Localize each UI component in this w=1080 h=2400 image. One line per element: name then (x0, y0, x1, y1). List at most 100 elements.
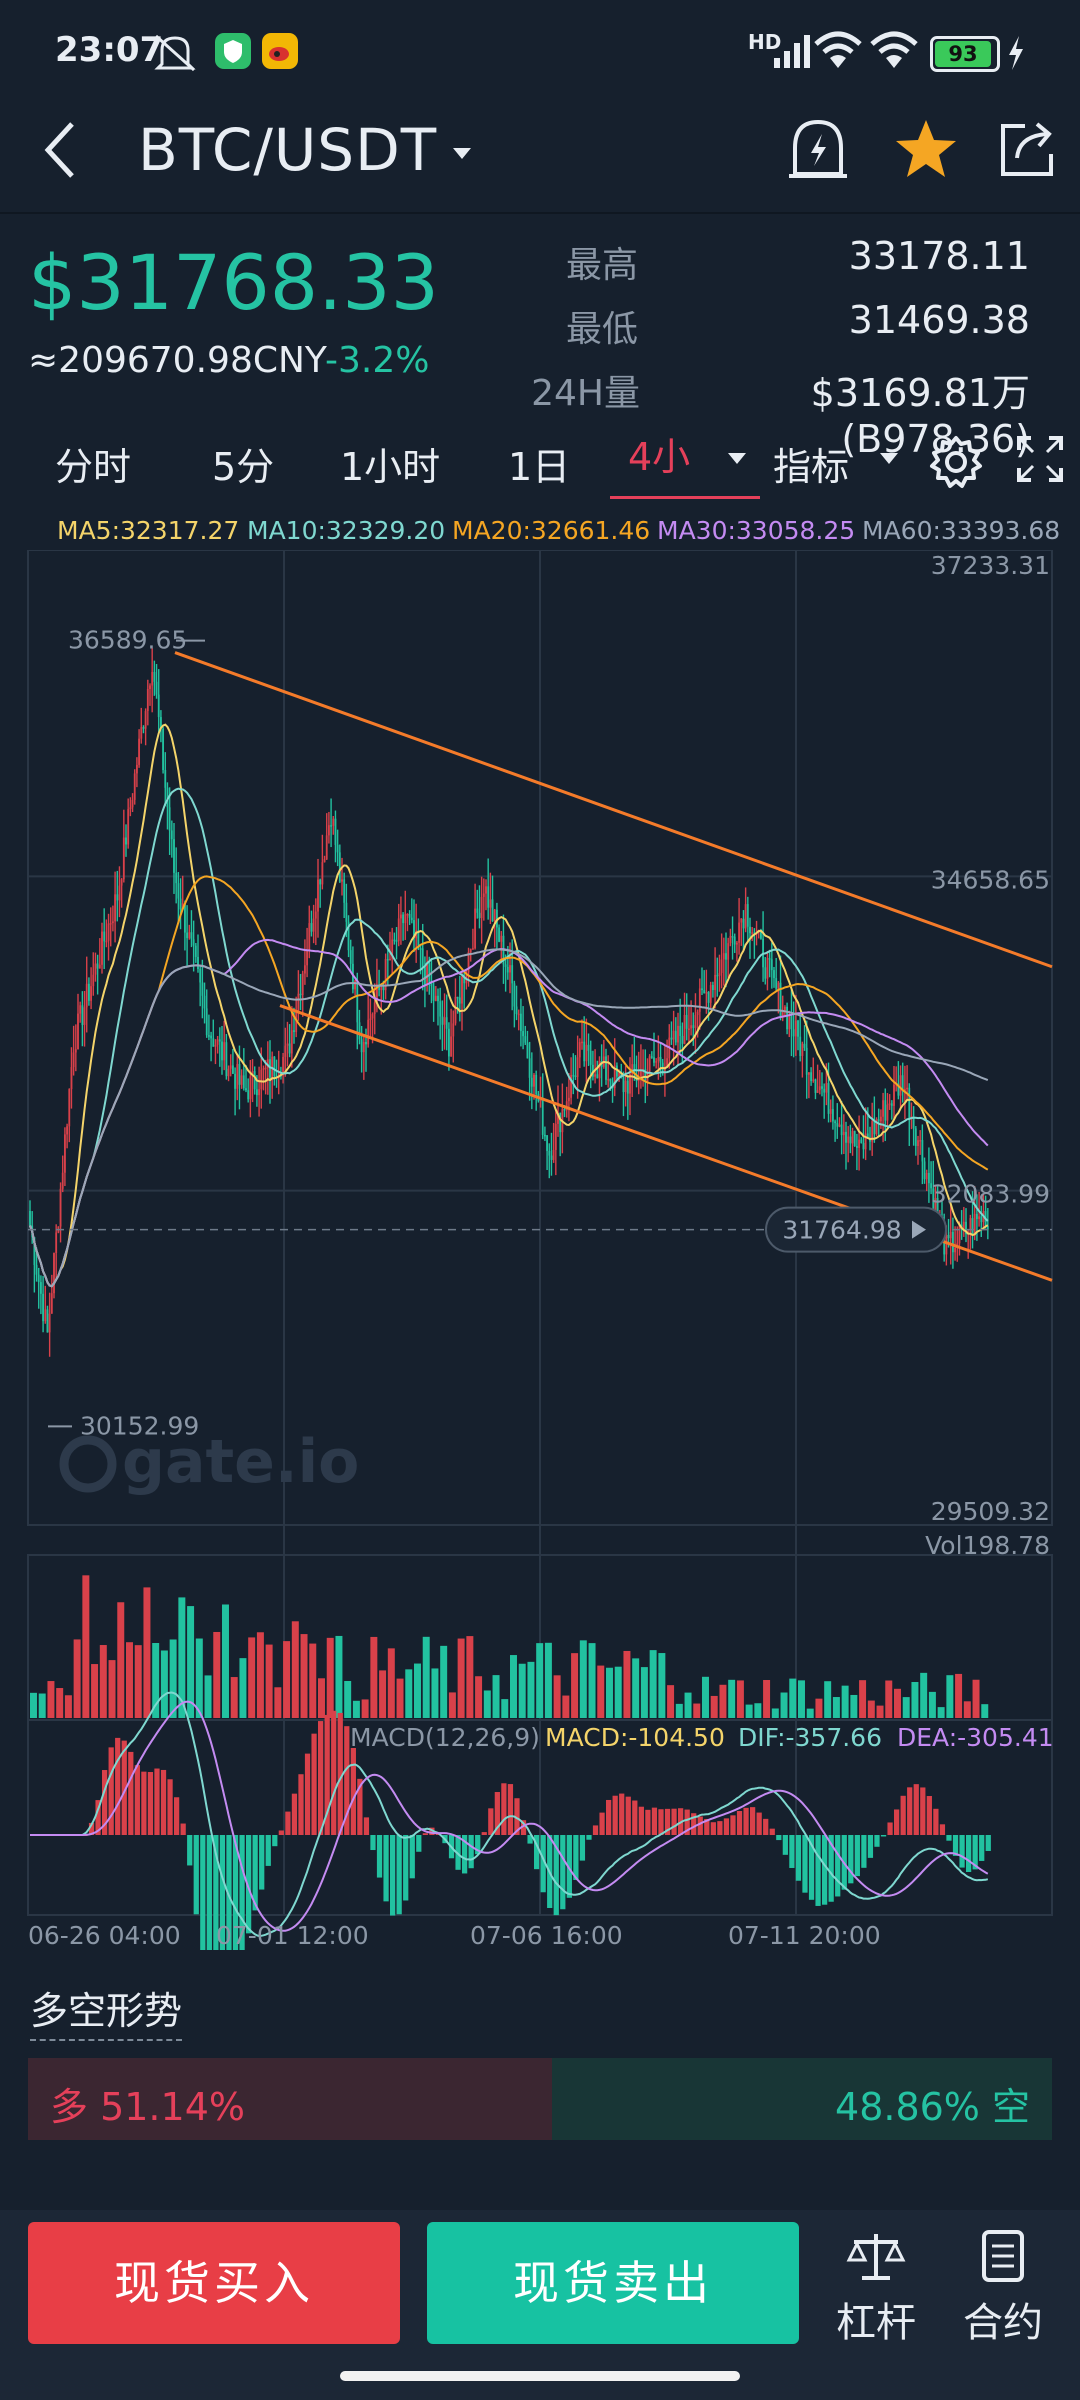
macd-histogram-bar (566, 1835, 572, 1898)
kline-chart[interactable]: gate.io 37233.31 34658.65 32083.99 29509.32… (0, 550, 1080, 1950)
candle-body (458, 997, 461, 1004)
volume-bar (256, 1632, 264, 1718)
candle-body (347, 921, 350, 951)
volume-bar (117, 1602, 125, 1718)
candle-body (504, 964, 507, 967)
candle-body (373, 1002, 376, 1015)
candle-body (183, 903, 186, 933)
candle-body (162, 728, 165, 771)
macd-histogram-bar (180, 1823, 186, 1835)
candle-body (53, 1253, 55, 1294)
candle-body (581, 1041, 583, 1044)
tab-5min[interactable]: 5分 (212, 445, 275, 489)
volume-bar (798, 1680, 805, 1718)
spot-buy-button[interactable]: 现货买入 (28, 2222, 400, 2344)
short-ratio: 48.86% 空 (835, 2085, 1030, 2129)
margin-button[interactable]: 杠杆 (826, 2228, 926, 2348)
macd-histogram-bar (730, 1815, 736, 1835)
macd-histogram-bar (946, 1835, 952, 1841)
candle-body (362, 1042, 365, 1053)
macd-histogram-bar (573, 1835, 579, 1880)
candle-body (792, 1029, 795, 1037)
candle-body (223, 1042, 226, 1061)
candle-body (703, 990, 706, 994)
indicator-menu[interactable]: 指标 (773, 445, 850, 489)
volume-bar (876, 1705, 884, 1718)
macd-histogram-bar (612, 1795, 618, 1835)
candle-body (386, 959, 389, 961)
favorite-star-icon[interactable] (893, 116, 959, 182)
macd-histogram-bar (619, 1793, 625, 1835)
tab-timeline[interactable]: 分时 (55, 445, 132, 489)
candle-body (404, 914, 407, 924)
candle-body (650, 1056, 653, 1058)
candle-body (781, 1011, 784, 1016)
tab-1day[interactable]: 1日 (508, 445, 571, 489)
candle-body (591, 1064, 594, 1077)
signal-icon (774, 35, 810, 68)
candle-body (552, 1149, 555, 1160)
macd-histogram-bar (606, 1799, 612, 1835)
spot-sell-button[interactable]: 现货卖出 (427, 2222, 799, 2344)
macd-histogram-bar (822, 1835, 828, 1905)
candle-body (842, 1131, 845, 1136)
candle-body (829, 1109, 832, 1114)
candle-body (500, 935, 503, 942)
candle-body (72, 1052, 75, 1068)
candle-body (705, 992, 708, 994)
volume-bar (30, 1692, 37, 1718)
macd-histogram-bar (318, 1721, 324, 1835)
candle-body (177, 883, 180, 899)
x-axis-label-3: 07-11 20:00 (728, 1921, 881, 1950)
indicator-dropdown-icon[interactable] (880, 453, 898, 464)
macd-histogram-bar (939, 1824, 946, 1835)
candle-body (831, 1109, 834, 1122)
candle-body (903, 1088, 906, 1092)
candle-body (879, 1116, 882, 1122)
candle-body (853, 1131, 856, 1147)
candle-body (637, 1079, 640, 1082)
candle-body (921, 1140, 924, 1162)
macd-histogram-bar (304, 1753, 311, 1835)
volume-bar (126, 1642, 133, 1718)
candle-body (716, 974, 719, 977)
share-icon[interactable] (995, 116, 1061, 182)
volume-bar (344, 1680, 352, 1718)
back-icon[interactable] (40, 118, 80, 182)
volume-bar (850, 1694, 858, 1718)
candle-body (463, 977, 466, 984)
pair-selector[interactable]: BTC/USDT (138, 116, 472, 184)
volume-bar (894, 1688, 901, 1718)
contract-button[interactable]: 合约 (953, 2228, 1053, 2348)
candle-body (775, 978, 778, 989)
candle-body (533, 1074, 535, 1087)
contract-label: 合约 (963, 2300, 1043, 2346)
tab-4hour[interactable]: 4小 (628, 435, 691, 479)
macd-histogram-bar (514, 1798, 520, 1835)
candle-body (971, 1218, 974, 1236)
candle-body (740, 918, 743, 923)
candle-body (159, 717, 162, 729)
price-alert-icon[interactable] (785, 114, 851, 188)
macd-histogram-bar (854, 1835, 860, 1877)
fullscreen-icon[interactable] (1015, 434, 1065, 484)
candle-body (188, 932, 191, 939)
settings-gear-icon[interactable] (928, 434, 984, 490)
margin-label: 杠杆 (836, 2300, 916, 2346)
macd-histogram-bar (481, 1832, 487, 1835)
sentiment-title[interactable]: 多空形势 (30, 1980, 183, 2041)
candle-body (423, 967, 426, 986)
macd-histogram-bar (959, 1835, 965, 1868)
candle-body (694, 1015, 697, 1028)
volume-bar (754, 1703, 762, 1718)
candle-body (293, 1030, 295, 1033)
macd-histogram-bar (835, 1835, 841, 1897)
candle-body (284, 1045, 287, 1057)
candle-body (234, 1073, 237, 1089)
timeframe-dropdown-icon[interactable] (728, 453, 746, 464)
ma60-label: MA60:33393.68 (862, 516, 1061, 545)
macd-histogram-bar (141, 1771, 147, 1835)
macd-histogram-bar (160, 1769, 167, 1835)
tab-1hour[interactable]: 1小时 (340, 445, 441, 489)
macd-histogram-bar (527, 1835, 533, 1844)
